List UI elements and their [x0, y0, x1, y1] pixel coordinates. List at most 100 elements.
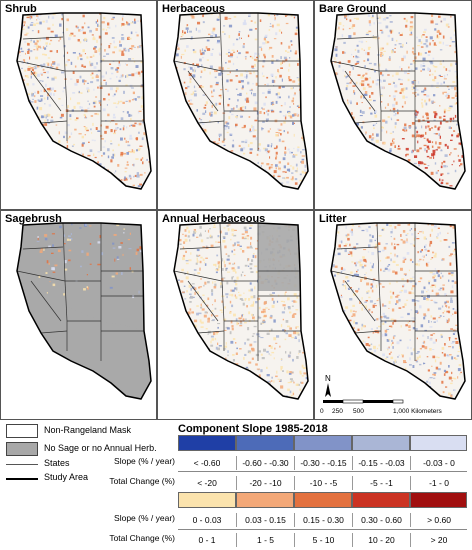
map-panel-bare-ground: Bare Ground — [314, 0, 472, 210]
state-boundary — [221, 70, 225, 112]
panel-title: Sagebrush — [5, 213, 62, 225]
map-panel-herbaceous: Herbaceous — [157, 0, 314, 210]
state-boundary — [219, 222, 223, 282]
neg-color-2 — [236, 435, 294, 451]
pos-color-1 — [178, 492, 236, 508]
study-area-line-symbol — [6, 478, 38, 480]
state-boundary — [179, 246, 221, 250]
pos-total-5: > 20 — [410, 533, 467, 547]
state-boundary — [378, 70, 382, 112]
pos-color-4 — [352, 492, 410, 508]
pos-total-2: 1 - 5 — [236, 533, 294, 547]
study-area-fill — [17, 13, 151, 189]
component-slope-title: Component Slope 1985-2018 — [178, 423, 328, 435]
state-boundary — [197, 120, 225, 124]
study-area-outline — [330, 12, 466, 190]
neg-total-3: -10 - -5 — [294, 476, 352, 490]
map-panel-annual-herbaceous: Annual Herbaceous — [157, 210, 314, 420]
map-legend: Non-Rangeland Mask No Sage or no Annual … — [0, 420, 175, 550]
neg-slope-4: -0.15 - -0.03 — [352, 456, 410, 470]
map-bare-ground — [330, 12, 466, 190]
no-sage-swatch — [6, 442, 38, 456]
slope-row-label: Slope (% / year) — [114, 456, 175, 466]
state-boundary — [221, 280, 225, 322]
panel-title: Annual Herbaceous — [162, 213, 266, 225]
scale-tick-0: 0 — [320, 408, 324, 415]
neg-color-5 — [410, 435, 467, 451]
no-sage-label: No Sage or no Annual Herb. — [44, 443, 157, 453]
neg-slope-3: -0.30 - -0.15 — [294, 456, 352, 470]
states-label: States — [44, 458, 70, 468]
pos-slope-1: 0 - 0.03 — [192, 515, 222, 525]
study-area-fill — [331, 13, 465, 189]
scale-bar — [323, 399, 404, 404]
state-boundary — [30, 70, 62, 112]
study-area-label: Study Area — [44, 472, 89, 482]
state-boundary — [197, 330, 225, 334]
pos-divider — [178, 529, 467, 530]
pos-total-3: 5 - 10 — [294, 533, 352, 547]
panel-title: Shrub — [5, 3, 37, 15]
pos-slope-3: 0.15 - 0.30 — [294, 513, 352, 527]
map-panel-litter: Litter N 0 250 500 1,000 Kilometers — [314, 210, 472, 420]
study-area-outline — [16, 222, 152, 400]
study-area-outline — [16, 12, 152, 190]
north-arrow-icon — [325, 383, 331, 397]
neg-total-1: < -20 — [197, 478, 217, 488]
state-boundary — [62, 222, 66, 282]
state-boundary — [336, 246, 378, 250]
study-area-fill — [331, 223, 465, 399]
state-boundary — [376, 222, 380, 282]
pos-total-1: 0 - 1 — [198, 535, 216, 545]
pos-slope-2: 0.03 - 0.15 — [236, 513, 294, 527]
state-boundary — [64, 280, 68, 322]
state-boundary — [173, 60, 223, 72]
scale-tick-500: 500 — [353, 408, 364, 415]
state-boundary — [30, 280, 62, 322]
study-area-outline — [173, 222, 309, 400]
neg-color-3 — [294, 435, 352, 451]
total-row-label: Total Change (%) — [109, 533, 175, 543]
neg-slope-1: < -0.60 — [193, 458, 221, 468]
neg-total-5: -1 - 0 — [410, 476, 467, 490]
study-area-outline — [173, 12, 309, 190]
state-boundary — [173, 270, 223, 282]
state-boundary — [64, 70, 68, 112]
map-annual-herbaceous — [173, 222, 309, 400]
north-label: N — [325, 374, 331, 383]
total-row-label: Total Change (%) — [109, 476, 175, 486]
scale-north-overlay: N 0 250 500 1,000 Kilometers — [320, 374, 443, 415]
non-rangeland-label: Non-Rangeland Mask — [44, 425, 132, 435]
map-litter — [330, 222, 466, 400]
neg-divider — [178, 471, 467, 472]
state-boundary — [378, 280, 382, 322]
neg-slope-5: -0.03 - 0 — [410, 456, 467, 470]
non-rangeland-swatch — [6, 424, 38, 438]
map-herbaceous — [173, 12, 309, 190]
state-boundary — [344, 70, 376, 112]
scale-tick-250: 250 — [332, 408, 343, 415]
map-panel-shrub: Shrub — [0, 0, 157, 210]
state-boundary — [62, 12, 66, 72]
neg-total-4: -5 - -1 — [352, 476, 410, 490]
state-boundary — [22, 36, 64, 40]
pos-color-3 — [294, 492, 352, 508]
pos-color-5 — [410, 492, 467, 508]
pos-total-4: 10 - 20 — [352, 533, 410, 547]
neg-color-4 — [352, 435, 410, 451]
slope-row-label: Slope (% / year) — [114, 513, 175, 523]
state-boundary — [336, 36, 378, 40]
state-boundary — [16, 270, 66, 282]
map-panel-sagebrush: Sagebrush — [0, 210, 157, 420]
scale-tick-1000: 1,000 Kilometers — [393, 408, 443, 415]
panel-title: Bare Ground — [319, 3, 387, 15]
state-boundary — [330, 270, 380, 282]
state-boundary — [40, 120, 68, 124]
state-boundary — [187, 280, 219, 322]
state-boundary — [344, 280, 376, 322]
change-pixels — [331, 223, 465, 399]
pos-color-2 — [236, 492, 294, 508]
pos-slope-5: > 0.60 — [410, 513, 467, 527]
state-boundary — [219, 12, 223, 72]
panel-title: Herbaceous — [162, 3, 225, 15]
